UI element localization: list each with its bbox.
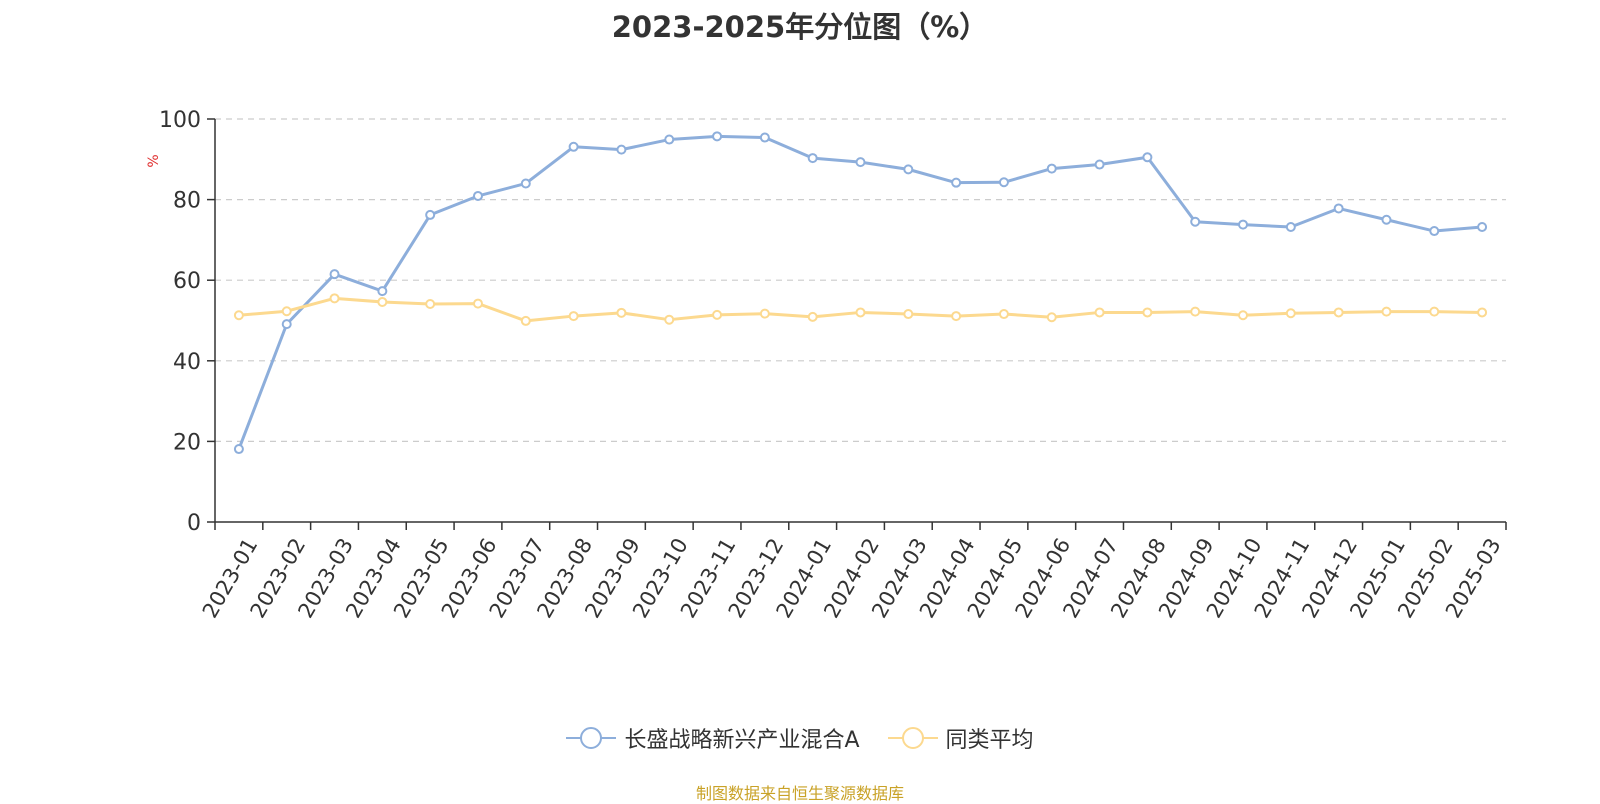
axes: 0204060801002023-012023-022023-032023-04… — [159, 108, 1507, 622]
data-point-fund — [951, 177, 962, 188]
data-point-fund — [1142, 152, 1153, 163]
data-point-fund — [1429, 226, 1440, 237]
data-point-average — [1285, 308, 1296, 319]
data-point-average — [712, 309, 723, 320]
data-point-fund — [1046, 163, 1057, 174]
y-tick-label: 20 — [173, 430, 201, 455]
data-point-average — [1190, 306, 1201, 317]
data-point-fund — [520, 178, 531, 189]
source-note: 制图数据来自恒生聚源数据库 — [695, 784, 904, 803]
data-point-average — [233, 310, 244, 321]
legend-label-fund: 长盛战略新兴产业混合A — [624, 728, 860, 753]
data-point-average — [425, 298, 436, 309]
y-tick-label: 0 — [187, 511, 201, 536]
data-point-average — [1429, 306, 1440, 317]
data-point-average — [1477, 307, 1488, 318]
data-point-fund — [1381, 214, 1392, 225]
data-point-fund — [712, 131, 723, 142]
data-point-fund — [616, 144, 627, 155]
data-point-average — [1333, 307, 1344, 318]
data-point-average — [759, 308, 770, 319]
data-point-average — [616, 307, 627, 318]
data-point-fund — [1333, 203, 1344, 214]
legend-line-circle-icon — [566, 727, 617, 749]
data-point-average — [855, 307, 866, 318]
series-line-fund — [237, 134, 1483, 450]
data-point-fund — [855, 157, 866, 168]
data-point-average — [281, 306, 292, 317]
legend: 长盛战略新兴产业混合A 同类平均 — [0, 722, 1600, 754]
series-lines — [237, 134, 1483, 450]
y-tick-label: 60 — [173, 269, 201, 294]
data-point-fund — [1238, 219, 1249, 230]
legend-label-average: 同类平均 — [945, 728, 1034, 753]
legend-item-average[interactable]: 同类平均 — [887, 722, 1034, 754]
data-point-fund — [568, 141, 579, 152]
data-point-fund — [807, 153, 818, 164]
data-point-fund — [377, 286, 388, 297]
y-tick-label: 40 — [173, 350, 201, 375]
grid-lines — [215, 118, 1506, 442]
data-point-fund — [472, 190, 483, 201]
data-point-average — [1238, 310, 1249, 321]
data-point-fund — [1477, 222, 1488, 233]
data-point-average — [903, 309, 914, 320]
data-point-fund — [329, 269, 340, 280]
data-points — [233, 131, 1488, 455]
data-point-average — [951, 311, 962, 322]
data-point-fund — [759, 132, 770, 143]
data-point-average — [664, 314, 675, 325]
data-point-average — [568, 311, 579, 322]
data-point-average — [329, 293, 340, 304]
y-axis-label: % — [146, 154, 162, 167]
data-point-fund — [903, 164, 914, 175]
data-point-fund — [281, 319, 292, 330]
data-point-fund — [1285, 222, 1296, 233]
data-point-average — [1381, 306, 1392, 317]
data-point-average — [377, 296, 388, 307]
y-tick-label: 80 — [173, 189, 201, 214]
data-point-average — [998, 309, 1009, 320]
data-point-fund — [1094, 159, 1105, 170]
y-tick-label: 100 — [159, 108, 201, 133]
data-point-fund — [1190, 216, 1201, 227]
data-point-fund — [425, 209, 436, 220]
data-point-average — [520, 315, 531, 326]
data-point-average — [1046, 312, 1057, 323]
data-point-fund — [998, 177, 1009, 188]
legend-item-fund[interactable]: 长盛战略新兴产业混合A — [566, 722, 860, 754]
data-point-average — [1142, 307, 1153, 318]
legend-line-circle-icon — [887, 727, 938, 749]
data-point-fund — [233, 444, 244, 455]
chart-title: 2023-2025年分位图（%） — [611, 10, 989, 44]
data-point-fund — [664, 134, 675, 145]
data-point-average — [1094, 307, 1105, 318]
data-point-average — [472, 298, 483, 309]
data-point-average — [807, 311, 818, 322]
